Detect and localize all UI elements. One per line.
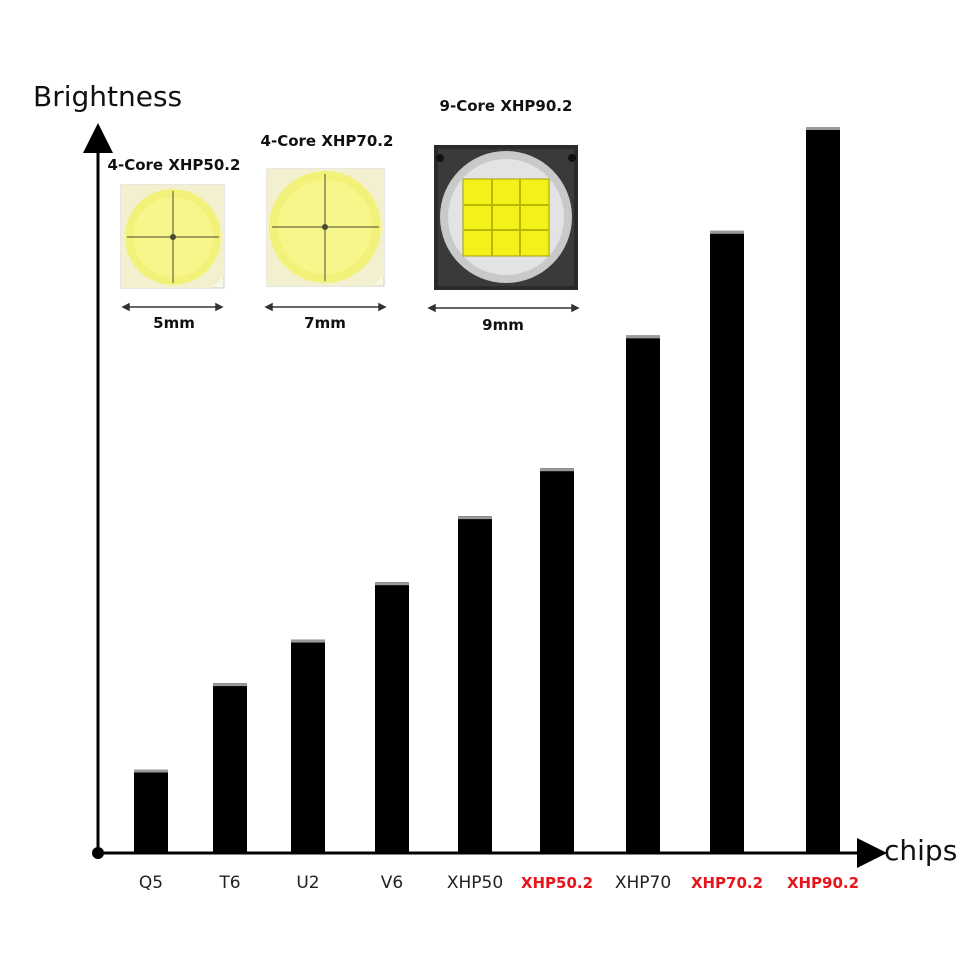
chip-xhp70-2-caption: 4-Core XHP70.2 bbox=[257, 132, 397, 150]
bar-cap-u2 bbox=[291, 639, 325, 643]
chip-image-xhp70-2 bbox=[266, 168, 385, 287]
chip-xhp50-2-size: 5mm bbox=[124, 314, 224, 332]
bar-u2 bbox=[291, 639, 325, 853]
chip-size: 5mm bbox=[153, 314, 195, 332]
bar-cap-xhp50 bbox=[458, 516, 492, 520]
chip-xhp90-2-caption: 9-Core XHP90.2 bbox=[433, 97, 579, 115]
bar-cap-xhp70-2 bbox=[710, 230, 744, 234]
bar-cap-xhp50-2 bbox=[540, 468, 574, 472]
chip-image-xhp50-2 bbox=[120, 184, 225, 289]
chip-name: 9-Core XHP90.2 bbox=[439, 97, 573, 115]
tick-label-xhp90-2: XHP90.2 bbox=[787, 874, 859, 892]
chip-name: 4-Core XHP50.2 bbox=[107, 156, 241, 174]
tick-label-xhp50-2: XHP50.2 bbox=[521, 874, 593, 892]
bar-cap-xhp90-2 bbox=[806, 127, 840, 130]
tick-label-xhp50: XHP50 bbox=[447, 873, 503, 893]
tick-labels-group: Q5 T6 U2 V6 XHP50 XHP50.2 XHP70 XHP70.2 XHP90.2 bbox=[139, 873, 859, 893]
chip-name: 4-Core XHP70.2 bbox=[260, 132, 394, 150]
bar-xhp70-2 bbox=[710, 230, 744, 853]
chip-xhp90-2-size: 9mm bbox=[453, 316, 553, 334]
tick-label-xhp70-2: XHP70.2 bbox=[691, 874, 763, 892]
chip-xhp50-2-caption: 4-Core XHP50.2 bbox=[104, 156, 244, 174]
tick-label-xhp70: XHP70 bbox=[615, 873, 671, 893]
chip-size: 9mm bbox=[482, 316, 524, 334]
bar-cap-v6 bbox=[375, 582, 409, 586]
tick-label-q5: Q5 bbox=[139, 873, 163, 893]
bar-xhp50 bbox=[458, 516, 492, 853]
chip-xhp70-2-size: 7mm bbox=[275, 314, 375, 332]
tick-label-v6: V6 bbox=[381, 873, 403, 893]
bar-cap-t6 bbox=[213, 683, 247, 687]
chip-image-xhp90-2 bbox=[434, 145, 578, 290]
y-axis-label: Brightness bbox=[33, 80, 183, 113]
bar-q5 bbox=[134, 769, 168, 853]
bar-v6 bbox=[375, 582, 409, 853]
chip-size: 7mm bbox=[304, 314, 346, 332]
bar-t6 bbox=[213, 683, 247, 853]
tick-label-t6: T6 bbox=[218, 873, 240, 893]
bar-cap-xhp70 bbox=[626, 335, 660, 339]
dimension-arrow-7mm bbox=[264, 302, 387, 312]
bar-xhp50-2 bbox=[540, 468, 574, 853]
bar-xhp70 bbox=[626, 335, 660, 853]
dimension-arrow-9mm bbox=[427, 303, 580, 313]
tick-label-u2: U2 bbox=[296, 873, 319, 893]
dimension-arrow-5mm bbox=[121, 302, 224, 312]
x-axis-label: chips bbox=[884, 834, 958, 867]
bar-xhp90-2 bbox=[806, 127, 840, 853]
axis-origin-dot bbox=[92, 847, 104, 859]
bars-group bbox=[134, 127, 840, 853]
bar-cap-q5 bbox=[134, 769, 168, 773]
